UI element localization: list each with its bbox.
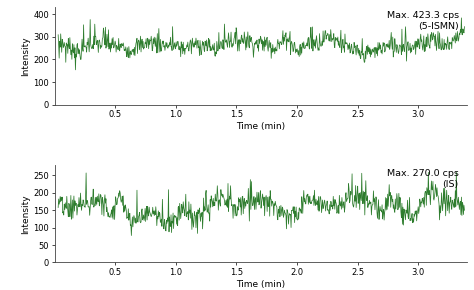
X-axis label: Time (min): Time (min)	[236, 122, 285, 131]
Text: Max. 270.0 cps
(IS): Max. 270.0 cps (IS)	[387, 169, 459, 189]
Text: Max. 423.3 cps
(5-ISMN): Max. 423.3 cps (5-ISMN)	[386, 11, 459, 31]
X-axis label: Time (min): Time (min)	[236, 280, 285, 289]
Y-axis label: Intensity: Intensity	[21, 36, 30, 76]
Y-axis label: Intensity: Intensity	[21, 194, 30, 233]
